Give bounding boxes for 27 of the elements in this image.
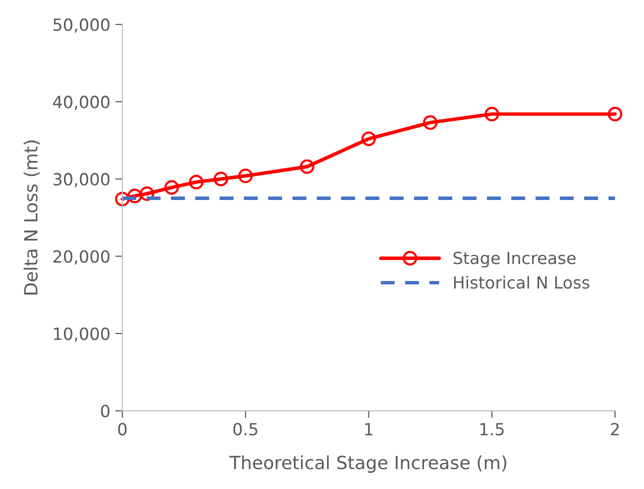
x-tick-label: 0.5 — [233, 422, 258, 436]
y-tick-label: 50,000 — [54, 18, 110, 33]
point — [361, 132, 376, 146]
y-tick-label: 20,000 — [53, 250, 110, 265]
legend-label: Historical N Loss — [454, 276, 590, 289]
point — [188, 174, 204, 190]
legend-label: Stage Increase — [454, 252, 576, 268]
x-tick-label: 1.5 — [480, 423, 504, 436]
y-axis-title: Delta N Loss (mt) — [24, 140, 40, 294]
x-tick-label: 1 — [365, 423, 372, 436]
point — [164, 180, 179, 195]
point — [115, 192, 130, 206]
point — [127, 188, 142, 204]
x-tick-label: 0 — [118, 422, 127, 436]
point — [608, 106, 622, 122]
y-tick-label: 40,000 — [53, 96, 110, 110]
x-tick-label: 2 — [610, 422, 619, 436]
y-tick-label: 0 — [101, 404, 110, 418]
point — [422, 115, 438, 130]
point — [300, 159, 314, 174]
x-axis-title: Theoretical Stage Increase (m) — [229, 455, 506, 473]
y-tick-label: 30,000 — [54, 172, 110, 188]
point — [214, 172, 228, 186]
y-tick-label: 10,000 — [54, 327, 110, 342]
point — [484, 106, 500, 122]
point — [238, 168, 253, 184]
point — [140, 186, 154, 201]
